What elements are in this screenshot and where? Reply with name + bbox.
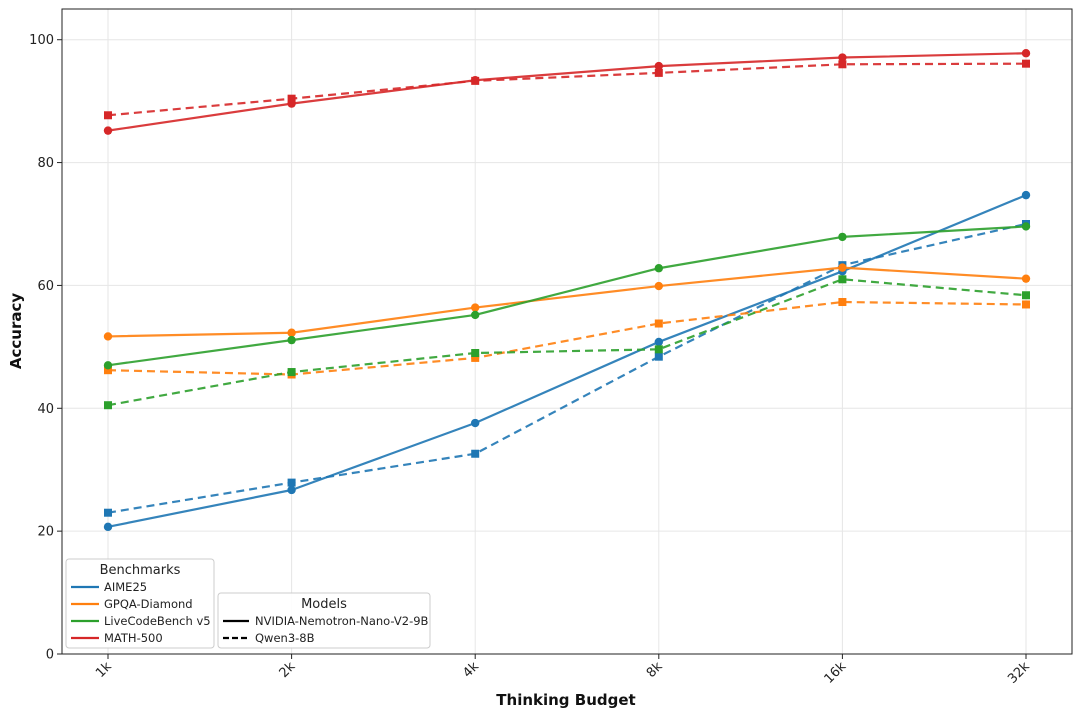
series-math-500-qwen3-8b — [104, 59, 1030, 120]
point-math-500-qwen3-8b — [654, 68, 663, 77]
point-aime25-qwen3-8b — [471, 449, 480, 458]
y-tick-label: 40 — [37, 402, 54, 417]
point-livecodebench-v5-nvidia-nemotron-nano-v2-9b — [838, 232, 847, 242]
x-tick-label-16k: 16k — [822, 659, 850, 687]
point-gpqa-diamond-qwen3-8b — [838, 298, 847, 307]
point-gpqa-diamond-nvidia-nemotron-nano-v2-9b — [471, 303, 480, 312]
x-axis-title: Thinking Budget — [496, 691, 635, 709]
x-tick-label-4k: 4k — [460, 659, 482, 681]
point-gpqa-diamond-nvidia-nemotron-nano-v2-9b — [103, 332, 113, 341]
plot-frame — [61, 8, 1073, 655]
y-axis-title: Accuracy — [7, 293, 25, 369]
point-gpqa-diamond-nvidia-nemotron-nano-v2-9b — [654, 281, 663, 291]
y-tick-label: 20 — [37, 525, 54, 540]
series-line-gpqa-diamond-qwen3-8b — [107, 300, 1027, 376]
point-aime25-nvidia-nemotron-nano-v2-9b — [1021, 190, 1031, 200]
series-line-aime25-nvidia-nemotron-nano-v2-9b — [107, 194, 1027, 528]
point-livecodebench-v5-qwen3-8b — [104, 401, 112, 410]
legend-entry-math-500: MATH-500 — [104, 631, 163, 645]
point-livecodebench-v5-nvidia-nemotron-nano-v2-9b — [1021, 222, 1031, 231]
point-math-500-nvidia-nemotron-nano-v2-9b — [654, 61, 663, 71]
point-math-500-nvidia-nemotron-nano-v2-9b — [1021, 49, 1031, 58]
point-aime25-nvidia-nemotron-nano-v2-9b — [287, 485, 296, 495]
point-aime25-qwen3-8b — [104, 508, 112, 517]
x-tick-label-2k: 2k — [277, 659, 299, 681]
series-line-livecodebench-v5-nvidia-nemotron-nano-v2-9b — [107, 225, 1027, 367]
plot-background — [62, 9, 1072, 654]
point-math-500-nvidia-nemotron-nano-v2-9b — [103, 126, 113, 135]
legend-models: Models NVIDIA-Nemotron-Nano-V2-9B Qwen3-8B — [217, 592, 431, 649]
legend-entry-livecodebench-v5: LiveCodeBench v5 — [104, 614, 211, 628]
series-gpqa-diamond-nvidia-nemotron-nano-v2-9b — [103, 263, 1031, 341]
x-tick-label-1k: 1k — [93, 659, 115, 681]
point-livecodebench-v5-qwen3-8b — [287, 368, 296, 377]
series-line-aime25-qwen3-8b — [107, 222, 1027, 514]
legend-entry-nvidia-nemotron-nano-v2-9b: NVIDIA-Nemotron-Nano-V2-9B — [255, 614, 429, 628]
point-math-500-nvidia-nemotron-nano-v2-9b — [838, 53, 847, 62]
legend-title: Models — [301, 597, 347, 612]
point-livecodebench-v5-nvidia-nemotron-nano-v2-9b — [471, 310, 480, 320]
point-livecodebench-v5-qwen3-8b — [654, 345, 663, 354]
point-math-500-qwen3-8b — [1022, 59, 1030, 68]
point-aime25-qwen3-8b — [654, 352, 663, 361]
point-aime25-qwen3-8b — [287, 478, 296, 487]
legend-entry-qwen3-8b: Qwen3-8B — [255, 631, 315, 645]
point-math-500-qwen3-8b — [838, 60, 847, 69]
x-tick-label-8k: 8k — [644, 659, 666, 681]
grid-lines — [62, 9, 1072, 655]
series-line-livecodebench-v5-qwen3-8b — [107, 278, 1027, 407]
y-tick-label: 100 — [29, 33, 54, 48]
y-tick-label: 80 — [37, 156, 54, 171]
point-livecodebench-v5-qwen3-8b — [1022, 291, 1030, 300]
legend-frame — [217, 592, 431, 649]
legend-entry-gpqa-diamond: GPQA-Diamond — [104, 597, 193, 611]
point-aime25-nvidia-nemotron-nano-v2-9b — [103, 522, 113, 532]
point-gpqa-diamond-qwen3-8b — [104, 366, 112, 375]
point-aime25-nvidia-nemotron-nano-v2-9b — [654, 337, 663, 347]
series-livecodebench-v5-qwen3-8b — [104, 275, 1030, 410]
series-layer — [103, 49, 1031, 532]
point-gpqa-diamond-qwen3-8b — [471, 353, 480, 362]
point-math-500-qwen3-8b — [471, 76, 480, 85]
point-livecodebench-v5-qwen3-8b — [838, 275, 847, 284]
point-math-500-qwen3-8b — [287, 94, 296, 103]
legends: Benchmarks AIME25 GPQA-Diamond LiveCodeBenc… — [65, 558, 431, 649]
x-tick-label-32k: 32k — [1005, 659, 1033, 687]
y-tick-label: 60 — [37, 279, 54, 294]
legend-frame — [65, 558, 215, 649]
point-gpqa-diamond-qwen3-8b — [654, 319, 663, 328]
y-tick-label: 0 — [46, 648, 54, 663]
legend-benchmarks: Benchmarks AIME25 GPQA-Diamond LiveCodeBenc… — [65, 558, 215, 649]
point-math-500-qwen3-8b — [104, 111, 112, 120]
legend-entry-aime25: AIME25 — [104, 580, 147, 594]
point-gpqa-diamond-nvidia-nemotron-nano-v2-9b — [1021, 274, 1031, 283]
point-aime25-nvidia-nemotron-nano-v2-9b — [471, 418, 480, 428]
point-livecodebench-v5-nvidia-nemotron-nano-v2-9b — [103, 361, 113, 370]
series-line-gpqa-diamond-nvidia-nemotron-nano-v2-9b — [107, 266, 1027, 338]
series-livecodebench-v5-nvidia-nemotron-nano-v2-9b — [103, 222, 1031, 370]
legend-title: Benchmarks — [100, 563, 181, 578]
point-gpqa-diamond-nvidia-nemotron-nano-v2-9b — [838, 263, 847, 272]
point-livecodebench-v5-nvidia-nemotron-nano-v2-9b — [654, 264, 663, 273]
point-livecodebench-v5-nvidia-nemotron-nano-v2-9b — [287, 335, 296, 345]
series-line-math-500-qwen3-8b — [107, 62, 1027, 117]
point-gpqa-diamond-qwen3-8b — [1022, 300, 1030, 309]
point-livecodebench-v5-qwen3-8b — [471, 349, 480, 357]
point-gpqa-diamond-nvidia-nemotron-nano-v2-9b — [287, 328, 296, 337]
series-line-math-500-nvidia-nemotron-nano-v2-9b — [107, 52, 1027, 132]
